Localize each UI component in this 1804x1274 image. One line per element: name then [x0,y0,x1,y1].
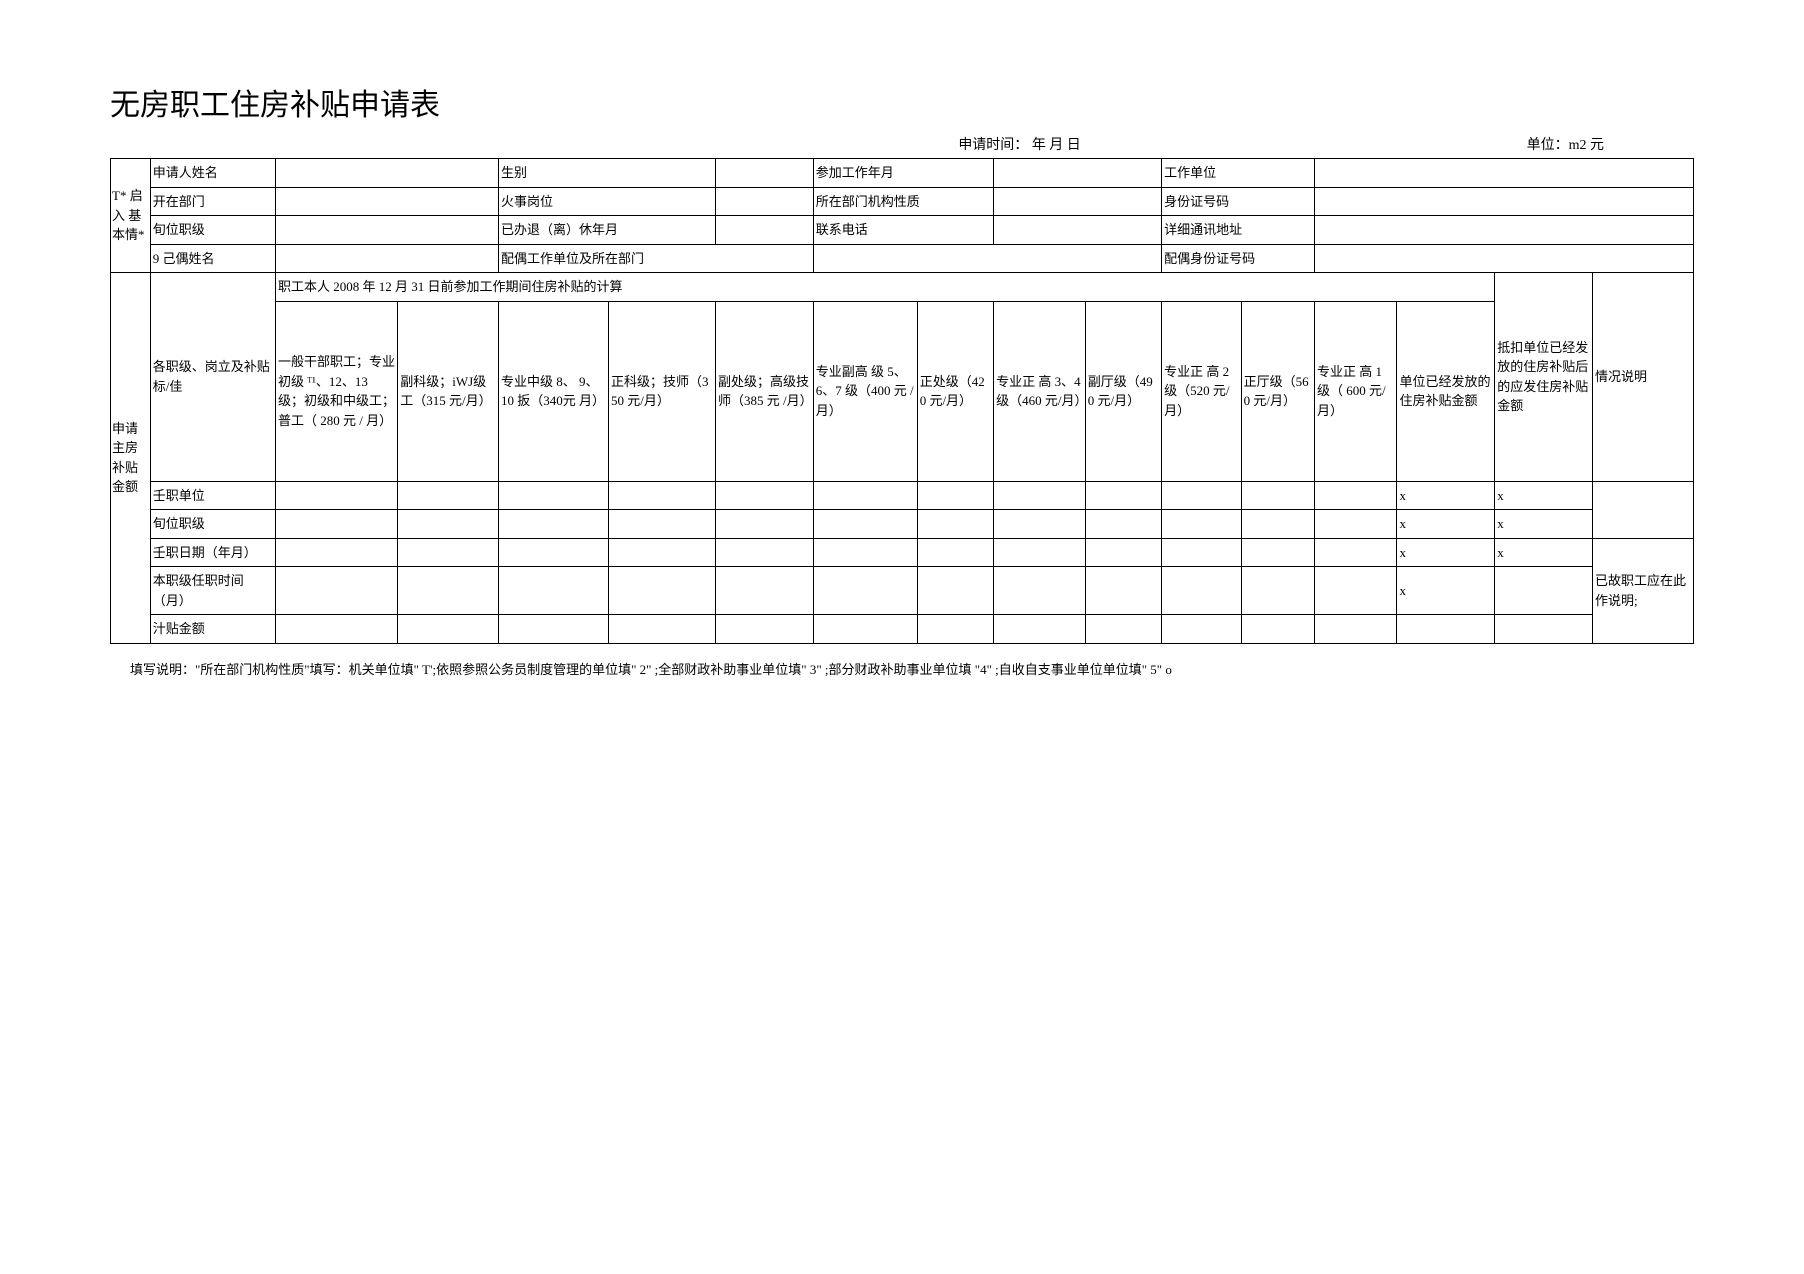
cell-x: x [1495,510,1593,539]
row-unit: 壬职单位 [150,481,275,510]
value-personnel-post [716,187,814,216]
application-form-table: T* 启入 基本情* 申请人姓名 生别 参加工作年月 工作单位 开在部门 火事岗… [110,158,1694,644]
value-work-unit [1314,159,1693,188]
level-9: 副厅级（490 元/月） [1085,301,1161,481]
label-address: 详细通讯地址 [1162,216,1315,245]
label-spouse-name: 9 己偶姓名 [150,244,275,273]
value-phone [994,216,1162,245]
value-dept-nature [994,187,1162,216]
level-8: 专业正 高 3、4 级（460 元/月） [994,301,1086,481]
cell-x: x [1397,481,1495,510]
value-work-start [994,159,1162,188]
value-spouse-name [276,244,499,273]
level-10: 专业正 高 2 级（520 元/月） [1162,301,1241,481]
cell-note-deceased: 已故职工应在此作说明; [1593,538,1694,643]
label-personnel-post: 火事岗位 [499,187,716,216]
level-4: 正科级；技师（350 元/月） [609,301,716,481]
row-amount: 汁贴金额 [150,615,275,644]
label-phone: 联系电话 [813,216,993,245]
col-deduct-remain: 抵扣单位已经发放的住房补贴后的应发住房补贴金额 [1495,273,1593,482]
value-gender [716,159,814,188]
apply-time-label: 申请时间： [958,138,1028,153]
cell-note-blank [1593,481,1694,538]
footnote: 填写说明："所在部门机构性质"填写：机关单位填" T';依照参照公务员制度管理的… [110,658,1694,683]
cell-x: x [1397,510,1495,539]
label-id-number: 身份证号码 [1162,187,1315,216]
cell-x: x [1397,538,1495,567]
cell-x: x [1495,481,1593,510]
value-spouse-id [1314,244,1693,273]
meta-row: 申请时间： 年 月 日 单位：m2 元 [110,134,1694,154]
level-1: 一般干部职工；专业初级 ᵀ¹、12、13 级；初级和中级工；普工（ 280 元 … [276,301,398,481]
label-applicant-name: 申请人姓名 [150,159,275,188]
value-address [1314,216,1693,245]
value-spouse-work [813,244,1161,273]
label-work-unit: 工作单位 [1162,159,1315,188]
calc-header: 职工本人 2008 年 12 月 31 日前参加工作期间住房补贴的计算 [276,273,1495,302]
label-spouse-id: 配偶身份证号码 [1162,244,1315,273]
label-dept-nature: 所在部门机构性质 [813,187,993,216]
level-6: 专业副高 级 5、6、7 级（400 元 /月） [813,301,917,481]
value-applicant-name [276,159,499,188]
level-13: 单位已经发放的住房补贴金额 [1397,301,1495,481]
label-retire-date: 已办退（离）休年月 [499,216,716,245]
page-title: 无房职工住房补贴申请表 [110,80,1694,124]
level-3: 专业中级 8、 9、 10 扳（340元 月） [499,301,609,481]
value-department [276,187,499,216]
label-spouse-work: 配偶工作单位及所在部门 [499,244,814,273]
level-7: 正处级（420 元/月） [917,301,993,481]
value-retire-date [716,216,814,245]
label-levels-header: 各职级、岗立及补贴标/佳 [150,273,275,482]
level-2: 副科级；iWJ级工（315 元/月） [398,301,499,481]
label-post-rank: 旬位职级 [150,216,275,245]
apply-time-value: 年 月 日 [1032,138,1081,153]
row-months: 本职级任职时间（月） [150,567,275,615]
level-11: 正厅级（560 元/月） [1241,301,1314,481]
label-department: 开在部门 [150,187,275,216]
level-12: 专业正 高 1 级（ 600 元/月） [1314,301,1397,481]
col-situation: 情况说明 [1593,273,1694,482]
row-rank: 旬位职级 [150,510,275,539]
label-work-start: 参加工作年月 [813,159,993,188]
row-date: 壬职日期（年月） [150,538,275,567]
label-gender: 生别 [499,159,716,188]
level-5: 副处级；高级技师（385 元 /月） [716,301,814,481]
unit-label: 单位：m2 元 [1527,134,1694,154]
cell-x: x [1495,538,1593,567]
value-id-number [1314,187,1693,216]
section-basic-label: T* 启入 基本情* [111,159,151,273]
cell-x: x [1397,567,1495,615]
section-subsidy-label: 申请主房补贴金额 [111,273,151,644]
value-post-rank [276,216,499,245]
